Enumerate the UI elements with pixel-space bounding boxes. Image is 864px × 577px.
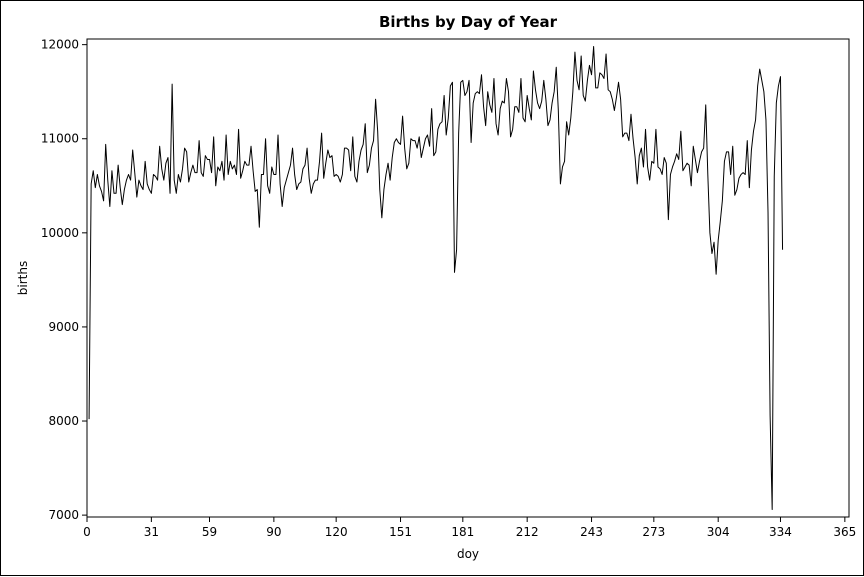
plot-area — [86, 38, 850, 518]
y-tick-label: 8000 — [48, 414, 79, 428]
y-tick-label: 12000 — [41, 38, 79, 52]
x-tick-label: 90 — [266, 525, 281, 539]
x-tick-label: 243 — [580, 525, 603, 539]
y-axis-label: births — [16, 261, 30, 295]
chart-title: Births by Day of Year — [379, 13, 558, 31]
y-tick-label: 10000 — [41, 226, 79, 240]
x-axis-label: doy — [457, 547, 479, 561]
x-tick-label: 365 — [833, 525, 856, 539]
x-tick-label: 212 — [516, 525, 539, 539]
y-tick-label: 9000 — [48, 320, 79, 334]
y-axis: 7000 8000 9000 10000 11000 12000 — [41, 38, 87, 522]
series-line-births — [88, 46, 784, 510]
x-tick-label: 304 — [707, 525, 730, 539]
x-tick-label: 273 — [642, 525, 665, 539]
x-axis: 0 31 59 90 120 151 181 212 243 273 304 334 365 — [83, 517, 856, 539]
x-tick-label: 59 — [202, 525, 217, 539]
y-tick-label: 7000 — [48, 508, 79, 522]
x-tick-label: 0 — [83, 525, 91, 539]
y-tick-label: 11000 — [41, 132, 79, 146]
x-tick-label: 151 — [389, 525, 412, 539]
x-tick-label: 31 — [144, 525, 159, 539]
x-tick-label: 334 — [769, 525, 792, 539]
x-tick-label: 181 — [451, 525, 474, 539]
x-tick-label: 120 — [325, 525, 348, 539]
